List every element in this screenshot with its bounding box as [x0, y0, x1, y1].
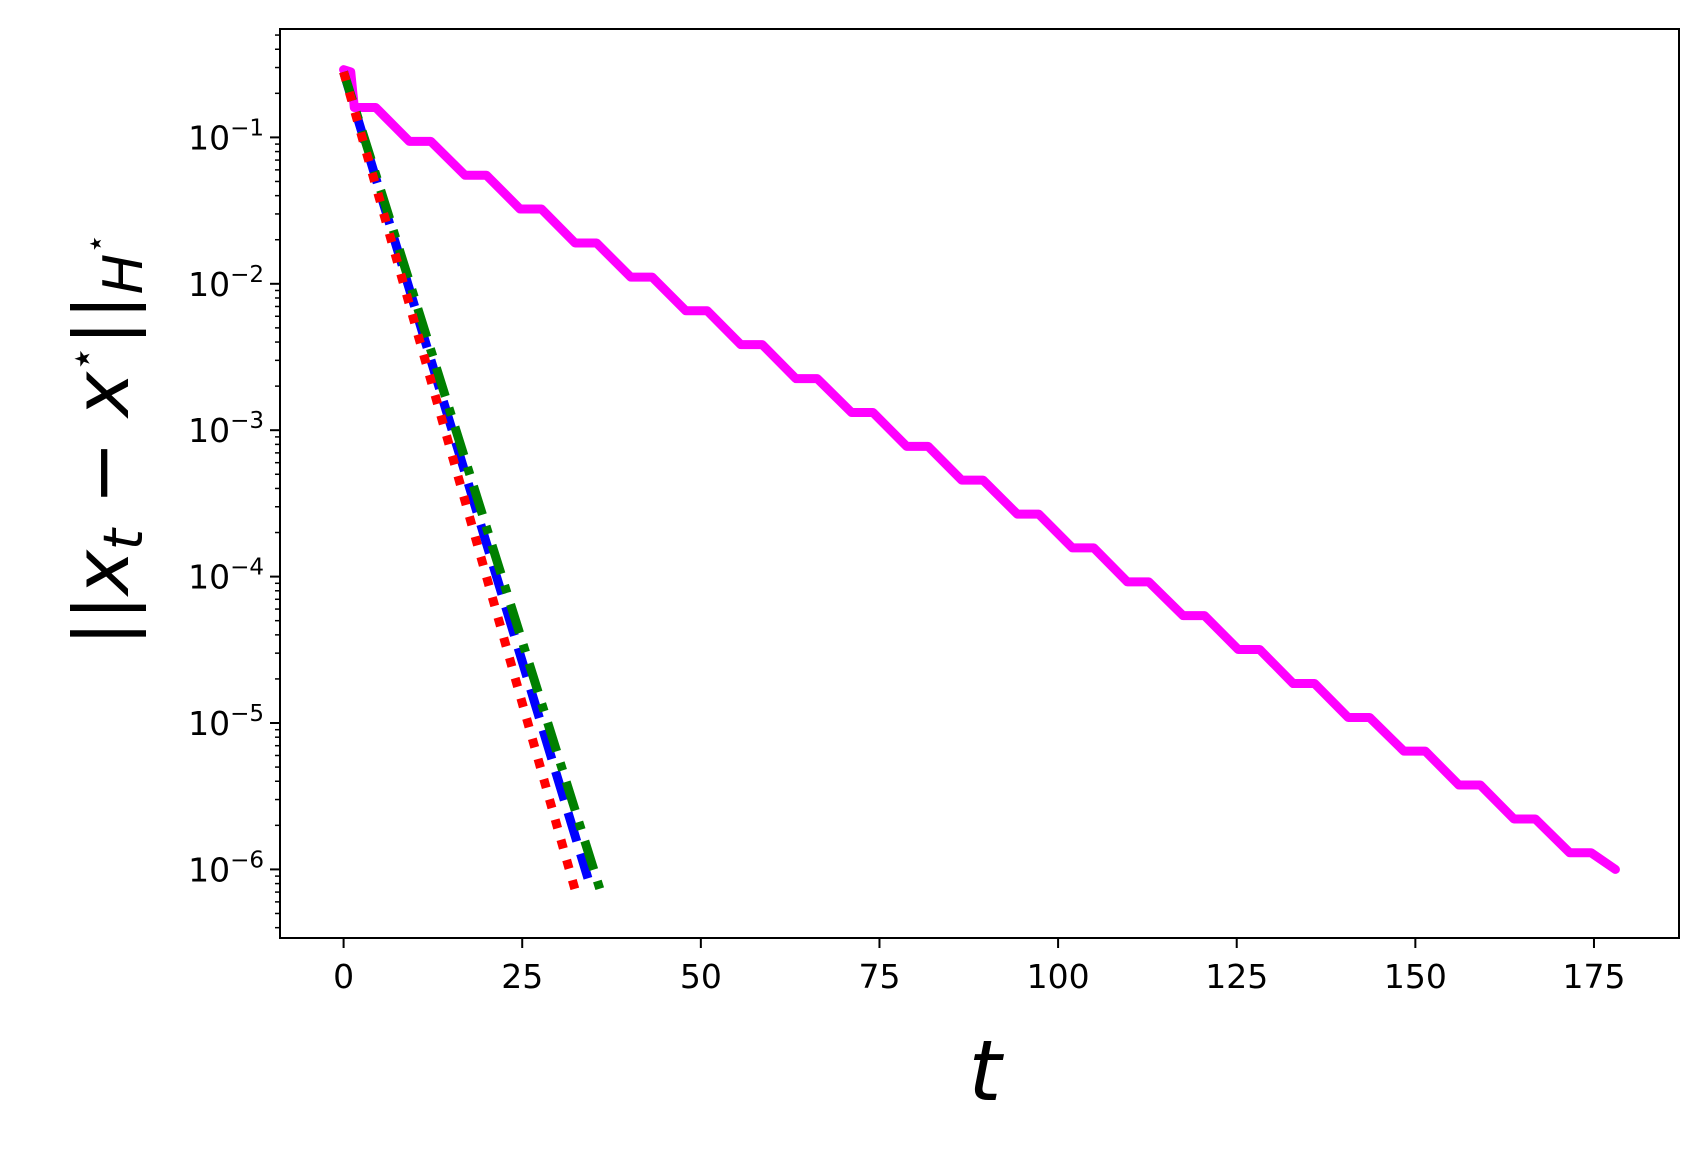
x-tick-label: 25 — [501, 957, 543, 996]
x-axis-label: t — [969, 1022, 1005, 1120]
x-tick-label: 150 — [1384, 957, 1447, 996]
line-series — [339, 70, 581, 897]
y-tick-label: 10−3 — [188, 408, 264, 450]
y-label-part: || — [57, 595, 147, 646]
y-label-part: || — [57, 294, 147, 345]
x-tick-label: 0 — [333, 957, 354, 996]
y-tick-base: 10 — [188, 850, 230, 889]
x-tick-label: 125 — [1205, 957, 1268, 996]
y-tick-label: 10−2 — [188, 262, 264, 304]
y-label-part: ⋆ — [76, 234, 114, 254]
y-tick-label: 10−4 — [188, 555, 264, 597]
y-tick-exponent: −6 — [230, 847, 264, 873]
y-tick-label: 10−5 — [188, 701, 264, 743]
x-tick-label: 100 — [1027, 957, 1090, 996]
line-series — [339, 70, 606, 894]
y-label-part: − — [57, 417, 146, 529]
line-series — [339, 65, 1620, 874]
plot-lines — [339, 65, 1620, 897]
y-tick-base: 10 — [188, 704, 230, 743]
x-tick-label: 50 — [680, 957, 722, 996]
y-label-part: H — [92, 254, 155, 295]
y-tick-base: 10 — [188, 558, 230, 597]
x-tick-label: 75 — [858, 957, 900, 996]
plot-frame — [279, 28, 1680, 939]
y-tick-exponent: −4 — [230, 555, 264, 581]
y-axis-label: ||xt − x⋆||H⋆ — [57, 234, 155, 647]
y-tick-base: 10 — [188, 265, 230, 304]
y-tick-label: 10−6 — [188, 847, 264, 889]
y-label-part: t — [92, 527, 155, 550]
y-tick-exponent: −3 — [230, 408, 264, 434]
y-label-part: ⋆ — [57, 346, 106, 372]
y-tick-base: 10 — [188, 118, 230, 157]
x-tick-label: 175 — [1562, 957, 1625, 996]
y-label-part: x — [57, 371, 146, 419]
y-tick-exponent: −5 — [230, 701, 264, 727]
y-tick-label: 10−1 — [188, 115, 264, 157]
y-tick-base: 10 — [188, 411, 230, 450]
y-tick-exponent: −2 — [230, 262, 264, 288]
y-label-part: x — [57, 549, 146, 597]
y-tick-exponent: −1 — [230, 115, 264, 141]
